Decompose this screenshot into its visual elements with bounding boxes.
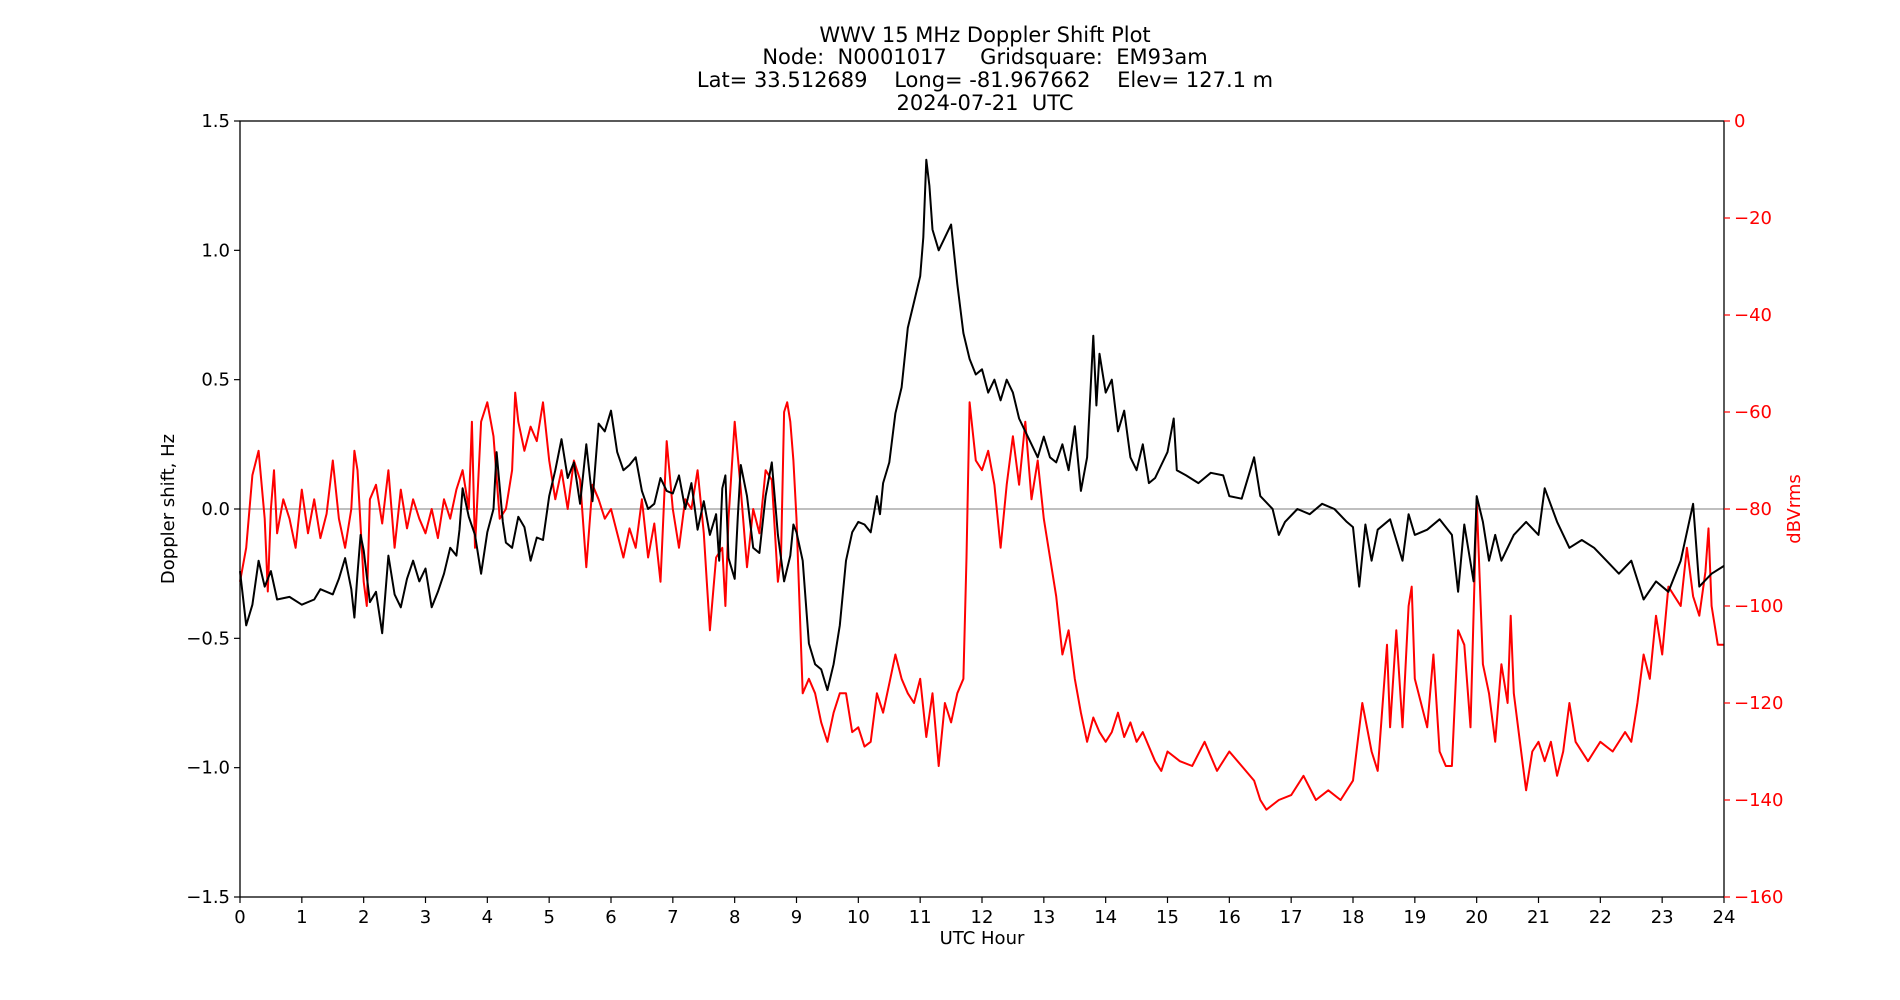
x-tick-label: 5: [543, 907, 554, 928]
x-tick-label: 11: [909, 907, 932, 928]
left-tick-label: −1.0: [186, 758, 230, 779]
x-tick-label: 8: [729, 907, 740, 928]
x-axis-label: UTC Hour: [940, 928, 1025, 949]
left-tick-label: −1.5: [186, 887, 230, 908]
x-tick-label: 13: [1032, 907, 1055, 928]
x-tick-label: 4: [482, 907, 493, 928]
right-tick-label: −140: [1734, 790, 1783, 811]
x-tick-label: 9: [791, 907, 802, 928]
right-tick-label: −60: [1734, 402, 1772, 423]
x-tick-label: 0: [234, 907, 245, 928]
x-tick-label: 18: [1342, 907, 1365, 928]
x-tick-label: 6: [605, 907, 616, 928]
x-tick-label: 24: [1713, 907, 1736, 928]
x-tick-label: 17: [1280, 907, 1303, 928]
x-tick-label: 10: [847, 907, 870, 928]
right-tick-label: −100: [1734, 596, 1783, 617]
right-tick-label: −40: [1734, 305, 1772, 326]
title-line-3: Lat= 33.512689 Long= -81.967662 Elev= 12…: [697, 68, 1273, 92]
title-line-2: Node: N0001017 Gridsquare: EM93am: [762, 45, 1207, 69]
x-tick-label: 23: [1651, 907, 1674, 928]
left-tick-label: 1.0: [201, 240, 230, 261]
x-tick-label: 7: [667, 907, 678, 928]
left-tick-label: 0.5: [201, 370, 230, 391]
x-tick-label: 19: [1403, 907, 1426, 928]
right-tick-label: −80: [1734, 499, 1772, 520]
x-tick-label: 1: [296, 907, 307, 928]
x-tick-label: 21: [1527, 907, 1550, 928]
chart-title: WWV 15 MHz Doppler Shift Plot Node: N000…: [697, 23, 1273, 115]
right-tick-label: −20: [1734, 208, 1772, 229]
x-tick-label: 20: [1465, 907, 1488, 928]
x-axis-ticks: 0 1 2 3 4 5 6 7 8 9 10 11 12 13 14 15 16 17 18 19 20 21 22 23 24: [234, 897, 1735, 928]
x-tick-label: 3: [420, 907, 431, 928]
right-tick-label: −120: [1734, 693, 1783, 714]
title-line-4: 2024-07-21 UTC: [896, 91, 1073, 115]
right-axis-label: dBVrms: [1784, 474, 1805, 544]
x-tick-label: 22: [1589, 907, 1612, 928]
right-tick-label: −160: [1734, 887, 1783, 908]
left-tick-label: 0.0: [201, 499, 230, 520]
left-axis-label: Doppler shift, Hz: [158, 434, 179, 584]
left-tick-label: 1.5: [201, 111, 230, 132]
x-tick-label: 12: [971, 907, 994, 928]
right-axis-ticks: 0 −20 −40 −60 −80 −100 −120 −140 −160: [1724, 111, 1783, 908]
series-layer: [239, 158, 1725, 811]
left-axis-ticks: 1.5 1.0 0.5 0.0 −0.5 −1.0 −1.5: [186, 111, 240, 908]
x-tick-label: 2: [358, 907, 369, 928]
x-tick-label: 14: [1094, 907, 1117, 928]
right-tick-label: 0: [1734, 111, 1745, 132]
left-tick-label: −0.5: [186, 628, 230, 649]
doppler-shift-series-line: [239, 158, 1725, 692]
x-tick-label: 15: [1156, 907, 1179, 928]
title-line-1: WWV 15 MHz Doppler Shift Plot: [819, 23, 1150, 47]
x-tick-label: 16: [1218, 907, 1241, 928]
